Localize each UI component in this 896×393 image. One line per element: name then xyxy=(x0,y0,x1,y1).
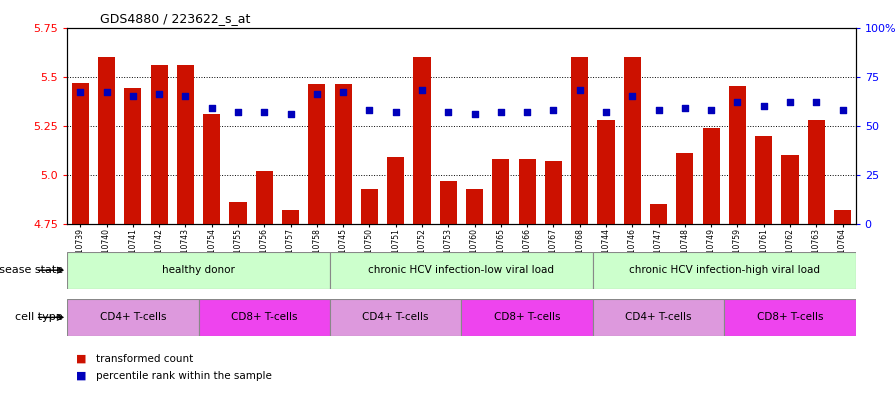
Bar xyxy=(125,88,142,224)
Bar xyxy=(330,252,593,289)
Point xyxy=(415,87,429,94)
Text: CD8+ T-cells: CD8+ T-cells xyxy=(494,312,560,322)
Point xyxy=(756,103,771,109)
Point xyxy=(809,99,823,105)
Bar xyxy=(229,202,246,224)
Point xyxy=(204,105,219,111)
Text: CD8+ T-cells: CD8+ T-cells xyxy=(231,312,297,322)
Text: CD4+ T-cells: CD4+ T-cells xyxy=(99,312,166,322)
Text: CD4+ T-cells: CD4+ T-cells xyxy=(625,312,692,322)
Point xyxy=(573,87,587,94)
Text: percentile rank within the sample: percentile rank within the sample xyxy=(96,371,271,381)
Bar xyxy=(361,189,378,224)
Bar xyxy=(255,171,273,224)
Bar xyxy=(177,65,194,224)
Text: chronic HCV infection-low viral load: chronic HCV infection-low viral load xyxy=(368,265,555,275)
Bar xyxy=(598,120,615,224)
Bar xyxy=(203,114,220,224)
Text: ■: ■ xyxy=(76,354,87,364)
Bar xyxy=(98,57,116,224)
Text: disease state: disease state xyxy=(0,265,63,275)
Point xyxy=(336,89,350,95)
Bar xyxy=(151,65,168,224)
Point xyxy=(704,107,719,113)
Point xyxy=(99,89,114,95)
Point xyxy=(494,109,508,115)
Bar xyxy=(282,210,299,224)
Bar xyxy=(728,86,746,224)
Bar xyxy=(545,161,562,224)
Bar xyxy=(571,57,589,224)
Bar xyxy=(308,84,325,224)
Text: CD4+ T-cells: CD4+ T-cells xyxy=(363,312,429,322)
Bar xyxy=(624,57,641,224)
Point xyxy=(547,107,561,113)
Bar xyxy=(67,299,199,336)
Point xyxy=(178,93,193,99)
Bar xyxy=(519,159,536,224)
Text: cell type: cell type xyxy=(15,312,63,322)
Bar xyxy=(650,204,668,224)
Text: healthy donor: healthy donor xyxy=(162,265,235,275)
Point xyxy=(310,91,324,97)
Point xyxy=(599,109,613,115)
Text: transformed count: transformed count xyxy=(96,354,194,364)
Bar xyxy=(781,155,798,224)
Bar xyxy=(387,157,404,224)
Point xyxy=(835,107,849,113)
Bar xyxy=(72,83,89,224)
Bar xyxy=(466,189,483,224)
Bar xyxy=(593,299,724,336)
Bar xyxy=(834,210,851,224)
Point xyxy=(783,99,797,105)
Bar xyxy=(199,299,330,336)
Point xyxy=(125,93,140,99)
Text: GDS4880 / 223622_s_at: GDS4880 / 223622_s_at xyxy=(99,12,250,25)
Bar xyxy=(413,57,431,224)
Bar xyxy=(702,128,719,224)
Bar xyxy=(807,120,825,224)
Point xyxy=(520,109,534,115)
Text: ■: ■ xyxy=(76,371,87,380)
Bar xyxy=(724,299,856,336)
Point xyxy=(677,105,692,111)
Bar xyxy=(461,299,593,336)
Point xyxy=(441,109,455,115)
Point xyxy=(231,109,246,115)
Point xyxy=(73,89,88,95)
Text: CD8+ T-cells: CD8+ T-cells xyxy=(757,312,823,322)
Bar xyxy=(676,153,694,224)
Point xyxy=(283,111,297,117)
Point xyxy=(362,107,376,113)
Point xyxy=(625,93,640,99)
Point xyxy=(730,99,745,105)
Point xyxy=(651,107,666,113)
Point xyxy=(468,111,482,117)
Bar xyxy=(755,136,772,224)
Bar xyxy=(67,252,330,289)
Point xyxy=(152,91,167,97)
Bar xyxy=(330,299,461,336)
Bar xyxy=(492,159,510,224)
Point xyxy=(389,109,403,115)
Point xyxy=(257,109,271,115)
Bar xyxy=(440,181,457,224)
Bar xyxy=(593,252,856,289)
Bar xyxy=(334,84,352,224)
Text: chronic HCV infection-high viral load: chronic HCV infection-high viral load xyxy=(629,265,820,275)
